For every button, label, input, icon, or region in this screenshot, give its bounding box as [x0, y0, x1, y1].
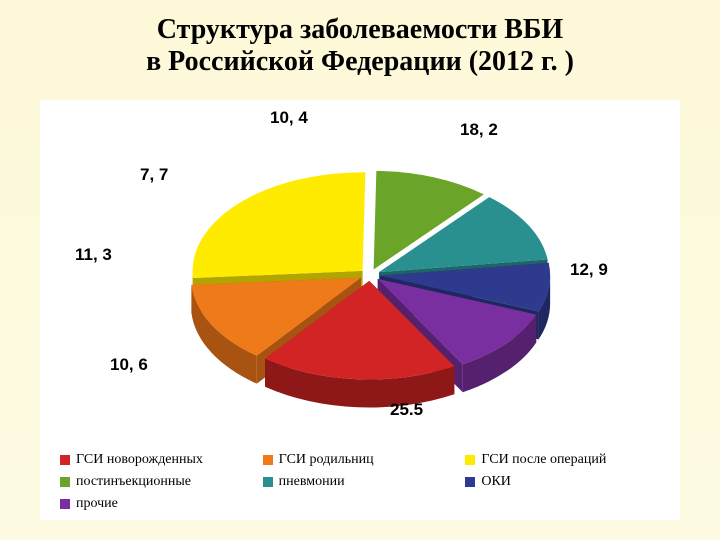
legend-item: ГСИ новорожденных — [60, 452, 255, 468]
legend-label: ГСИ новорожденных — [76, 452, 203, 468]
legend-swatch — [465, 455, 475, 465]
legend-item: постинъекционные — [60, 474, 255, 490]
legend-swatch — [263, 477, 273, 487]
data-label: 10, 6 — [110, 355, 148, 375]
chart-title: Структура заболеваемости ВБИ в Российско… — [0, 0, 720, 78]
legend-swatch — [60, 455, 70, 465]
legend-swatch — [60, 477, 70, 487]
legend-label: ОКИ — [481, 474, 511, 490]
legend-swatch — [465, 477, 475, 487]
title-line-1: Структура заболеваемости ВБИ — [0, 14, 720, 46]
legend-label: постинъекционные — [76, 474, 191, 490]
legend-label: прочие — [76, 496, 118, 512]
legend-swatch — [60, 499, 70, 509]
legend-item: прочие — [60, 496, 255, 512]
data-label: 25.5 — [390, 400, 423, 420]
legend-item: ГСИ после операций — [465, 452, 660, 468]
legend-item: ОКИ — [465, 474, 660, 490]
data-label: 11, 3 — [75, 245, 112, 265]
legend: ГСИ новорожденных ГСИ родильниц ГСИ после … — [60, 452, 660, 512]
title-line-2: в Российской Федерации (2012 г. ) — [0, 46, 720, 78]
data-label: 7, 7 — [140, 165, 168, 185]
legend-item: пневмонии — [263, 474, 458, 490]
data-label: 18, 2 — [460, 120, 498, 140]
page: Структура заболеваемости ВБИ в Российско… — [0, 0, 720, 540]
pie-slice — [193, 172, 366, 278]
legend-label: ГСИ после операций — [481, 452, 606, 468]
legend-label: пневмонии — [279, 474, 345, 490]
data-label: 12, 9 — [570, 260, 608, 280]
legend-swatch — [263, 455, 273, 465]
legend-item: ГСИ родильниц — [263, 452, 458, 468]
data-label: 10, 4 — [270, 108, 308, 128]
chart-card: 18, 2 12, 9 25.5 10, 6 11, 3 7, 7 10, 4 ГСИ но… — [40, 100, 680, 520]
legend-label: ГСИ родильниц — [279, 452, 374, 468]
